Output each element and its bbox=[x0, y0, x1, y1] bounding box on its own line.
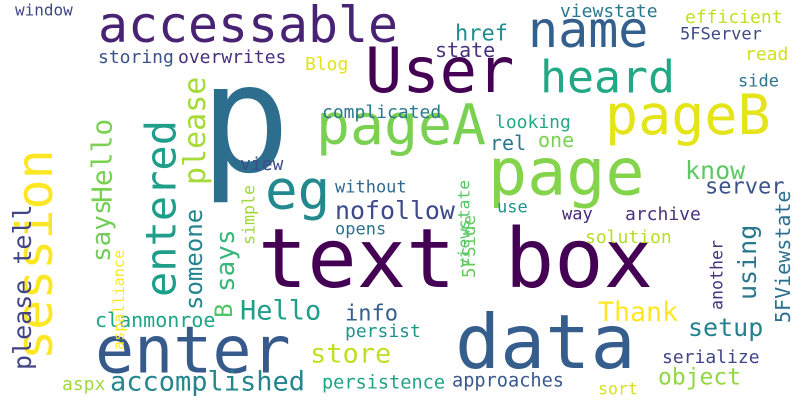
word-clanmonroe: clanmonroe bbox=[95, 308, 216, 332]
word-aspx: aspx bbox=[62, 373, 106, 395]
word-persist: persist bbox=[345, 320, 421, 342]
word-simple: simple bbox=[239, 184, 259, 245]
word-blog: Blog bbox=[305, 53, 349, 75]
word-pageb: pageB bbox=[605, 83, 771, 148]
word-heard: heard bbox=[540, 51, 676, 104]
word-state: state bbox=[435, 38, 496, 62]
word-please: please bbox=[177, 76, 213, 185]
word-overwrites: overwrites bbox=[178, 46, 287, 68]
word-archive: archive bbox=[625, 203, 701, 225]
word-href: href bbox=[455, 20, 508, 46]
word-window: window bbox=[15, 0, 73, 20]
word-5fside: 5FSide bbox=[458, 214, 480, 278]
word-5fserver: 5FServer bbox=[680, 23, 762, 44]
word-b: B bbox=[209, 303, 238, 318]
word-name: name bbox=[528, 0, 649, 59]
word-thank: Thank bbox=[598, 296, 679, 328]
word-opens: opens bbox=[335, 218, 387, 239]
word-aspalliance: aspalliance bbox=[110, 249, 128, 350]
word-one: one bbox=[538, 128, 575, 152]
word-pagea: pageA bbox=[316, 91, 487, 158]
word-store: store bbox=[310, 337, 392, 370]
word-accomplished: accomplished bbox=[110, 365, 306, 398]
word-side: side bbox=[738, 70, 779, 91]
word-page: page bbox=[488, 134, 645, 211]
word-efficient: efficient bbox=[685, 6, 783, 28]
word-says-right: says bbox=[209, 229, 241, 292]
word-rel: rel bbox=[490, 131, 527, 155]
word-complicated: complicated bbox=[322, 101, 442, 123]
word-looking: looking bbox=[495, 111, 571, 133]
word-approaches: approaches bbox=[452, 369, 565, 391]
word-enter: enter bbox=[95, 312, 291, 389]
word-someone: someone bbox=[179, 208, 208, 310]
word-accessable: accessable bbox=[98, 0, 399, 54]
word-hello-vertical: Hello bbox=[85, 118, 119, 203]
word-hello: Hello bbox=[240, 294, 322, 327]
word-data: data bbox=[455, 298, 636, 386]
word-storing: storing bbox=[98, 46, 174, 68]
word-nofollow: nofollow bbox=[335, 195, 455, 225]
word-entered: entered bbox=[136, 119, 186, 298]
word-serialize: serialize bbox=[662, 346, 760, 368]
word-eg: eg bbox=[265, 158, 331, 222]
word-user: User bbox=[365, 34, 515, 107]
word-view: view bbox=[240, 153, 284, 175]
word-setup: setup bbox=[688, 312, 764, 342]
word-another: another bbox=[707, 239, 727, 310]
word-using: using bbox=[732, 224, 762, 300]
word-5fviewstate: 5FViewstate bbox=[771, 190, 795, 323]
word-solution: solution bbox=[585, 226, 672, 248]
word-object: object bbox=[658, 362, 742, 390]
word-sort: sort bbox=[598, 379, 638, 399]
word-use: use bbox=[497, 196, 528, 217]
word-p: p bbox=[200, 31, 291, 207]
word-please-tell: please tell bbox=[7, 204, 37, 370]
word-read: read bbox=[745, 43, 789, 65]
word-persistence: persistence bbox=[322, 371, 446, 393]
word-way: way bbox=[562, 203, 593, 224]
word-server: server bbox=[705, 173, 785, 199]
word-text-box: text box bbox=[258, 210, 653, 307]
word-know: know bbox=[685, 155, 746, 185]
word-viewstate: viewstate bbox=[560, 0, 658, 22]
word-info: info bbox=[345, 300, 398, 326]
word-without: without bbox=[335, 176, 407, 197]
